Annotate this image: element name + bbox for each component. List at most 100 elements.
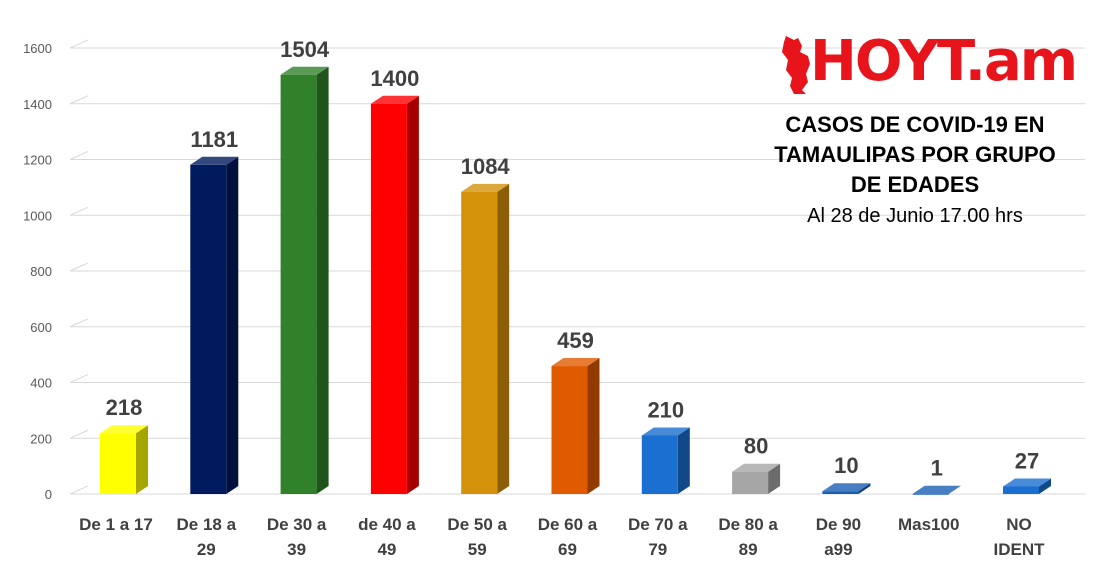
y-tick-label: 600 <box>30 320 52 335</box>
data-label: 10 <box>834 453 858 478</box>
brand-logo: HOYT.am <box>780 28 1078 98</box>
x-tick-label: De 80 a <box>718 515 778 534</box>
bar <box>100 425 148 494</box>
x-tick-label: De 60 a <box>538 515 598 534</box>
bar-top <box>551 358 600 367</box>
data-label: 210 <box>647 397 684 422</box>
bar-front <box>551 366 588 494</box>
data-label: 27 <box>1015 448 1039 473</box>
data-label: 218 <box>106 395 143 420</box>
gridline-depth <box>69 39 89 49</box>
x-tick-label: 59 <box>468 540 487 559</box>
gridline-depth <box>69 95 89 105</box>
x-tick-label: De 70 a <box>628 515 688 534</box>
bar-front <box>1003 486 1039 494</box>
bar-front <box>912 493 949 495</box>
gridline-depth <box>69 485 89 495</box>
y-tick-label: 0 <box>45 487 52 502</box>
gridline-depth <box>69 206 89 216</box>
bar-top <box>370 95 419 104</box>
bar-top <box>822 483 871 492</box>
data-label: 80 <box>744 434 768 459</box>
x-tick-label: a99 <box>824 540 852 559</box>
y-tick-label: 400 <box>30 376 52 391</box>
y-tick-label: 200 <box>30 431 52 446</box>
x-tick-label: IDENT <box>994 540 1046 559</box>
bar <box>280 66 329 494</box>
x-tick-label: 29 <box>197 540 216 559</box>
bar <box>190 156 239 494</box>
bar <box>551 358 600 494</box>
bar-side <box>677 427 690 494</box>
y-tick-label: 1400 <box>23 97 52 112</box>
data-label: 1181 <box>190 127 238 152</box>
gridline-depth <box>69 262 89 272</box>
bar-top <box>190 156 239 165</box>
x-tick-label: De 50 a <box>447 515 507 534</box>
gridline-depth <box>69 429 89 439</box>
x-tick-label: Mas100 <box>898 515 959 534</box>
x-tick-label: De 18 a <box>177 515 237 534</box>
x-tick-label: 39 <box>287 540 306 559</box>
bar-top <box>1003 478 1051 487</box>
x-axis-ticks: De 1 a 17 De 18 a 29 De 30 a 39 de 40 a 49 De 5… <box>79 515 1045 559</box>
x-tick-label: De 90 <box>816 515 861 534</box>
bar-front <box>280 74 317 494</box>
chart-subtitle: Al 28 de Junio 17.00 hrs <box>807 205 1023 227</box>
x-tick-label: 89 <box>739 540 758 559</box>
bar <box>461 183 510 494</box>
bar-front <box>822 491 859 494</box>
bar-top <box>732 463 781 472</box>
bar <box>732 463 781 494</box>
x-tick-label: de 40 a <box>358 515 416 534</box>
bar-side <box>1039 478 1051 494</box>
bar <box>912 485 961 495</box>
data-label: 1504 <box>280 37 330 62</box>
bar-front <box>461 191 498 494</box>
chart-title: CASOS DE COVID-19 EN TAMAULIPAS POR GRUP… <box>774 112 1056 197</box>
x-tick-label: 69 <box>558 540 577 559</box>
bar-front <box>100 433 136 494</box>
bar-side <box>226 156 239 494</box>
bar-side <box>858 483 871 494</box>
x-tick-label: NO <box>1006 515 1032 534</box>
bar-top <box>912 485 961 494</box>
logo-text: HOYT.am <box>810 29 1078 94</box>
bar-front <box>370 103 407 494</box>
x-tick-label: De 30 a <box>267 515 327 534</box>
bar-front <box>732 471 769 494</box>
bar-side <box>587 358 600 494</box>
chart-title-block: CASOS DE COVID-19 EN TAMAULIPAS POR GRUP… <box>760 110 1070 230</box>
data-label: 1 <box>931 456 943 481</box>
bar <box>641 427 690 494</box>
x-tick-label: 79 <box>648 540 667 559</box>
bar-top <box>100 425 148 434</box>
data-label: 459 <box>557 328 594 353</box>
bar-side <box>497 183 510 494</box>
bar-top <box>280 66 329 75</box>
tamaulipas-map-icon <box>782 36 810 94</box>
bar-side <box>406 95 419 494</box>
y-tick-label: 1000 <box>23 208 52 223</box>
bar-front <box>190 164 227 494</box>
x-tick-label: 49 <box>377 540 396 559</box>
bar <box>370 95 419 494</box>
gridline-depth <box>69 318 89 328</box>
bar-side <box>768 463 781 494</box>
bar-front <box>641 435 678 494</box>
bar-top <box>461 183 510 192</box>
y-tick-label: 1200 <box>23 153 52 168</box>
bar <box>822 483 871 494</box>
bar-side <box>316 66 329 494</box>
data-label: 1084 <box>461 154 511 179</box>
bar <box>1003 478 1051 494</box>
x-tick-label: De 1 a 17 <box>79 515 153 534</box>
y-tick-label: 1600 <box>23 41 52 56</box>
gridline-depth <box>69 151 89 160</box>
bar-side <box>136 425 148 494</box>
data-labels: 218 1181 1504 1400 1084 459 210 80 10 1 27 <box>106 37 1040 481</box>
chart-bars <box>100 66 1051 495</box>
gridline-depth <box>69 374 89 383</box>
bar-side <box>948 485 961 494</box>
